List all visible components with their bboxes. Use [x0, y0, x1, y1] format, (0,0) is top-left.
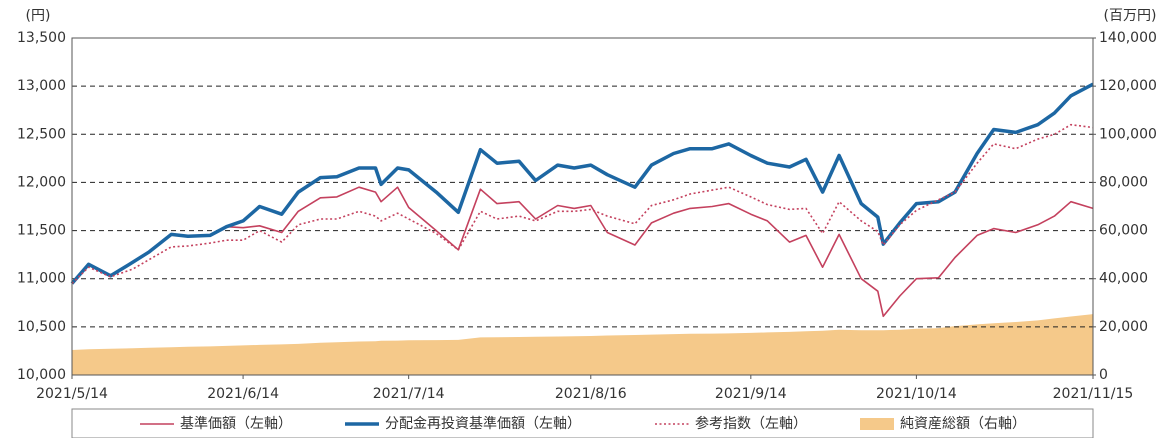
x-tick-label: 2021/5/14	[36, 386, 108, 402]
y2-tick-label: 60,000	[1099, 223, 1148, 239]
x-tick-label: 2021/10/14	[876, 386, 957, 402]
x-tick-label: 2021/6/14	[207, 386, 279, 402]
y-tick-label: 13,000	[17, 78, 66, 94]
x-tick-label: 2021/9/14	[715, 386, 787, 402]
line	[71, 186, 1094, 318]
y-tick-label: 10,000	[17, 367, 66, 383]
y-tick-label: 12,000	[17, 174, 66, 190]
y-unit: (円)	[26, 8, 51, 24]
y-tick-label: 11,500	[17, 223, 66, 239]
y2-tick-label: 20,000	[1099, 319, 1148, 335]
legend-label: 参考指数（左軸）	[695, 415, 807, 432]
plot-frame	[71, 37, 1094, 376]
y-tick-label: 11,000	[17, 271, 66, 287]
area-layer	[72, 314, 1093, 375]
y2-unit: (百万円)	[1104, 8, 1157, 24]
legend-label: 純資産総額（右軸）	[900, 416, 1026, 432]
line	[70, 82, 1094, 285]
line-layer	[70, 82, 1094, 318]
y2-tick-label: 100,000	[1099, 126, 1157, 142]
y-tick-label: 12,500	[17, 126, 66, 142]
legend-swatch	[860, 418, 894, 430]
x-tick-label: 2021/11/15	[1053, 386, 1134, 402]
y2-tick-label: 140,000	[1099, 30, 1157, 46]
legend-label: 基準価額（左軸）	[180, 415, 292, 432]
y2-tick-label: 120,000	[1099, 78, 1157, 94]
y2-tick-label: 0	[1099, 367, 1108, 383]
x-tick-label: 2021/8/16	[555, 386, 627, 402]
y-tick-label: 10,500	[17, 319, 66, 335]
area	[72, 314, 1093, 375]
y2-tick-label: 40,000	[1099, 271, 1148, 287]
line	[71, 123, 1094, 285]
y2-tick-label: 80,000	[1099, 174, 1148, 190]
y-tick-label: 13,500	[17, 30, 66, 46]
x-tick-label: 2021/7/14	[373, 386, 445, 402]
legend-label: 分配金再投資基準価額（左軸）	[385, 415, 581, 432]
